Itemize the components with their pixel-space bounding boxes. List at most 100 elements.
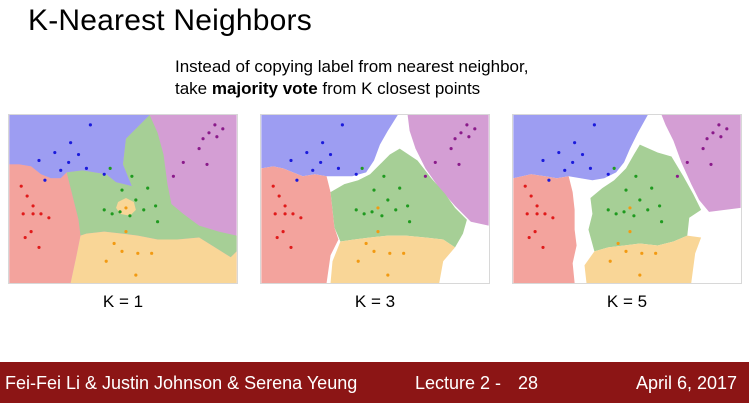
region-orange (330, 235, 456, 283)
orange-point (616, 241, 620, 246)
green-point (394, 208, 398, 212)
green-point (612, 166, 616, 170)
orange-point (628, 230, 632, 234)
blue-point (43, 178, 47, 182)
red-point (551, 216, 555, 220)
region-orange (584, 235, 702, 283)
purple-point (685, 160, 689, 165)
blue-point (53, 150, 57, 155)
k3-label: K = 3 (354, 292, 396, 311)
green-point (622, 210, 626, 214)
training-points (523, 123, 729, 277)
blue-point (547, 178, 551, 182)
blue-point (541, 158, 545, 163)
blue-point (102, 172, 106, 176)
red-point (21, 212, 25, 216)
blue-point (606, 172, 610, 176)
knn-plot-k1 (9, 115, 237, 283)
green-point (130, 174, 134, 178)
red-point (283, 204, 287, 208)
purple-point (701, 147, 705, 151)
purple-point (709, 162, 713, 166)
purple-point (719, 135, 723, 139)
blue-point (557, 150, 561, 155)
green-point (118, 210, 122, 214)
purple-point (213, 123, 217, 127)
orange-point (640, 251, 644, 255)
green-point (370, 210, 374, 214)
blue-point (571, 160, 575, 165)
blue-point (321, 141, 325, 145)
purple-point (705, 137, 709, 141)
region-blue (9, 115, 150, 187)
blue-point (84, 166, 89, 170)
orange-point (386, 273, 390, 277)
red-point (271, 184, 275, 188)
purple-point (221, 127, 225, 131)
green-point (660, 220, 664, 224)
red-point (37, 245, 41, 250)
red-point (289, 245, 293, 250)
training-points (19, 123, 225, 277)
red-point (525, 212, 529, 216)
green-point (134, 198, 138, 202)
blue-point (88, 123, 92, 127)
blue-point (563, 168, 567, 172)
blue-point (592, 123, 596, 127)
green-point (360, 166, 364, 170)
green-point (658, 204, 662, 208)
purple-point (423, 174, 427, 178)
purple-point (465, 123, 469, 127)
blue-point (328, 152, 333, 157)
footer-lecture: Lecture 2 - (415, 373, 502, 393)
purple-point (449, 147, 453, 151)
footer-authors: Fei-Fei Li & Justin Johnson & Serena Yeu… (5, 373, 358, 393)
slide-subtitle: Instead of copying label from nearest ne… (175, 56, 528, 100)
orange-point (104, 259, 108, 263)
k5-label: K = 5 (606, 292, 648, 311)
purple-point (459, 131, 463, 135)
green-point (408, 220, 412, 224)
green-point (372, 188, 376, 192)
subtitle-line-2-pre: take (175, 79, 212, 98)
blue-point (37, 158, 41, 163)
purple-point (197, 147, 201, 151)
knn-panel-k3 (260, 114, 490, 284)
k1-label: K = 1 (102, 292, 144, 311)
blue-point (588, 166, 593, 170)
orange-point (608, 259, 612, 263)
subtitle-line-2-post: from K closest points (317, 79, 481, 98)
red-point (527, 235, 531, 240)
red-point (47, 216, 51, 220)
blue-point (305, 150, 309, 155)
region-blue (261, 115, 398, 177)
blue-point (354, 172, 358, 176)
region-red (261, 166, 339, 283)
knn-panel-k1 (8, 114, 238, 284)
blue-point (76, 152, 81, 157)
orange-point (402, 251, 406, 255)
red-point (533, 230, 537, 234)
green-point (406, 204, 410, 208)
green-point (102, 208, 106, 212)
purple-point (433, 160, 437, 165)
green-point (120, 188, 124, 192)
red-point (535, 212, 539, 216)
green-point (646, 208, 650, 212)
red-point (523, 184, 527, 188)
region-green (330, 148, 467, 248)
green-point (650, 186, 654, 190)
green-point (632, 214, 636, 218)
green-point (634, 174, 638, 178)
orange-point (372, 249, 376, 253)
red-point (299, 216, 303, 220)
knn-plot-k5 (513, 115, 741, 283)
orange-point (638, 273, 642, 277)
red-point (23, 235, 27, 240)
slide-title: K-Nearest Neighbors (28, 4, 312, 37)
blue-point (295, 178, 299, 182)
blue-point (336, 166, 341, 170)
green-point (362, 212, 366, 216)
orange-point (624, 249, 628, 253)
blue-point (319, 160, 323, 165)
